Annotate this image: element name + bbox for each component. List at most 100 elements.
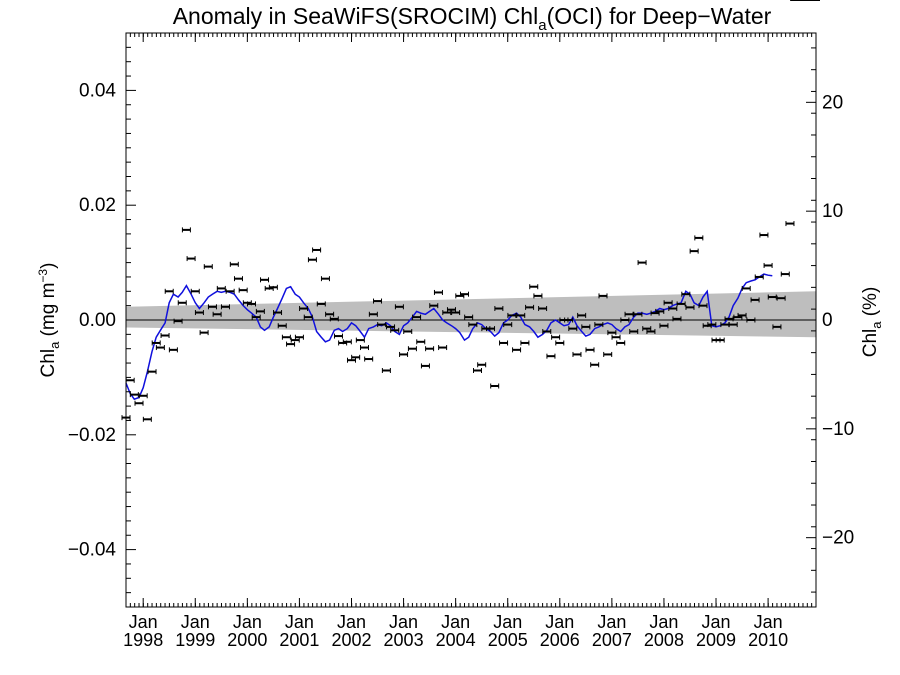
left-tick-label: −0.02 [68, 425, 116, 446]
monthly-point [542, 328, 552, 334]
x-tick-year-label: 2007 [592, 630, 632, 650]
monthly-point [368, 311, 378, 317]
x-tick-month-label: Jan [233, 612, 262, 632]
monthly-point [299, 306, 309, 312]
monthly-point [364, 356, 374, 362]
monthly-point [737, 312, 747, 318]
monthly-point [181, 227, 191, 233]
monthly-point [459, 291, 469, 297]
monthly-point [177, 300, 187, 306]
monthly-point [225, 288, 235, 294]
monthly-point [603, 351, 613, 357]
monthly-point [785, 221, 795, 227]
monthly-point [451, 310, 461, 316]
monthly-point [294, 334, 304, 340]
uncertainty-band [126, 291, 816, 338]
monthly-point [238, 287, 248, 293]
x-tick-month-label: Jan [701, 612, 730, 632]
monthly-point [199, 330, 209, 336]
monthly-point [746, 317, 756, 323]
y-axis-left-label: Chla (mg m−3) [36, 263, 62, 378]
monthly-point [281, 334, 291, 340]
monthly-point [125, 377, 135, 383]
x-tick-month-label: Jan [389, 612, 418, 632]
smoothed-series-line [125, 273, 773, 401]
monthly-point [273, 310, 283, 316]
monthly-point [429, 303, 439, 309]
monthly-point [407, 346, 417, 352]
right-tick-label: −10 [822, 419, 854, 440]
monthly-point [659, 323, 669, 329]
monthly-point [581, 324, 591, 330]
monthly-point [468, 322, 478, 328]
monthly-point [220, 304, 230, 310]
monthly-point [724, 316, 734, 322]
monthly-point [194, 310, 204, 316]
right-tick-label: −20 [822, 528, 854, 549]
monthly-point [620, 317, 630, 323]
right-tick-label: 20 [822, 92, 843, 113]
monthly-point [377, 322, 387, 328]
monthly-point [507, 312, 517, 318]
monthly-point [403, 328, 413, 334]
monthly-point [399, 351, 409, 357]
monthly-point [668, 306, 678, 312]
monthly-point [741, 285, 751, 291]
monthly-points-group [121, 0, 820, 422]
monthly-point [155, 345, 165, 351]
monthly-point [555, 340, 565, 346]
x-axis: Jan1998Jan1999Jan2000Jan2001Jan2002Jan20… [123, 33, 817, 650]
monthly-point [333, 333, 343, 339]
monthly-point [525, 304, 535, 310]
monthly-point [446, 307, 456, 313]
x-tick-month-label: Jan [129, 612, 158, 632]
monthly-point [780, 271, 790, 277]
x-tick-year-label: 2008 [644, 630, 684, 650]
monthly-point [268, 284, 278, 290]
monthly-point [394, 304, 404, 310]
x-tick-month-label: Jan [285, 612, 314, 632]
monthly-point [698, 303, 708, 309]
monthly-point [577, 312, 587, 318]
monthly-point [390, 327, 400, 333]
monthly-point [520, 340, 530, 346]
monthly-point [646, 328, 656, 334]
monthly-point [611, 334, 621, 340]
monthly-point [160, 332, 170, 338]
monthly-point [164, 288, 174, 294]
monthly-point [564, 317, 574, 323]
monthly-point [624, 311, 634, 317]
monthly-point [728, 322, 738, 328]
smoothed-line-group [125, 273, 773, 401]
x-tick-year-label: 2010 [748, 630, 788, 650]
monthly-point [694, 235, 704, 241]
monthly-point [763, 262, 773, 268]
monthly-point [629, 328, 639, 334]
x-tick-year-label: 2002 [331, 630, 371, 650]
monthly-point [772, 324, 782, 330]
monthly-point [412, 314, 422, 320]
monthly-point [212, 311, 222, 317]
x-tick-year-label: 2005 [488, 630, 528, 650]
right-axis: 20 10 0 −10 −20 [806, 47, 854, 593]
monthly-point [707, 322, 717, 328]
monthly-point [233, 276, 243, 282]
monthly-point [685, 304, 695, 310]
left-axis: 0.04 0.02 0.00 −0.02 −0.04 [68, 32, 136, 608]
monthly-point [329, 316, 339, 322]
monthly-point [307, 257, 317, 263]
monthly-point [386, 324, 396, 330]
monthly-point [681, 291, 691, 297]
left-tick-label: 0.04 [79, 80, 116, 101]
monthly-point [551, 334, 561, 340]
monthly-point [216, 285, 226, 291]
left-tick-label: 0.00 [79, 310, 116, 331]
monthly-point [676, 301, 686, 307]
y-axis-right-label: Chla (%) [860, 287, 884, 358]
monthly-point [286, 341, 296, 347]
monthly-point [346, 357, 356, 363]
monthly-point [512, 347, 522, 353]
monthly-point [260, 277, 270, 283]
monthly-point [425, 346, 435, 352]
